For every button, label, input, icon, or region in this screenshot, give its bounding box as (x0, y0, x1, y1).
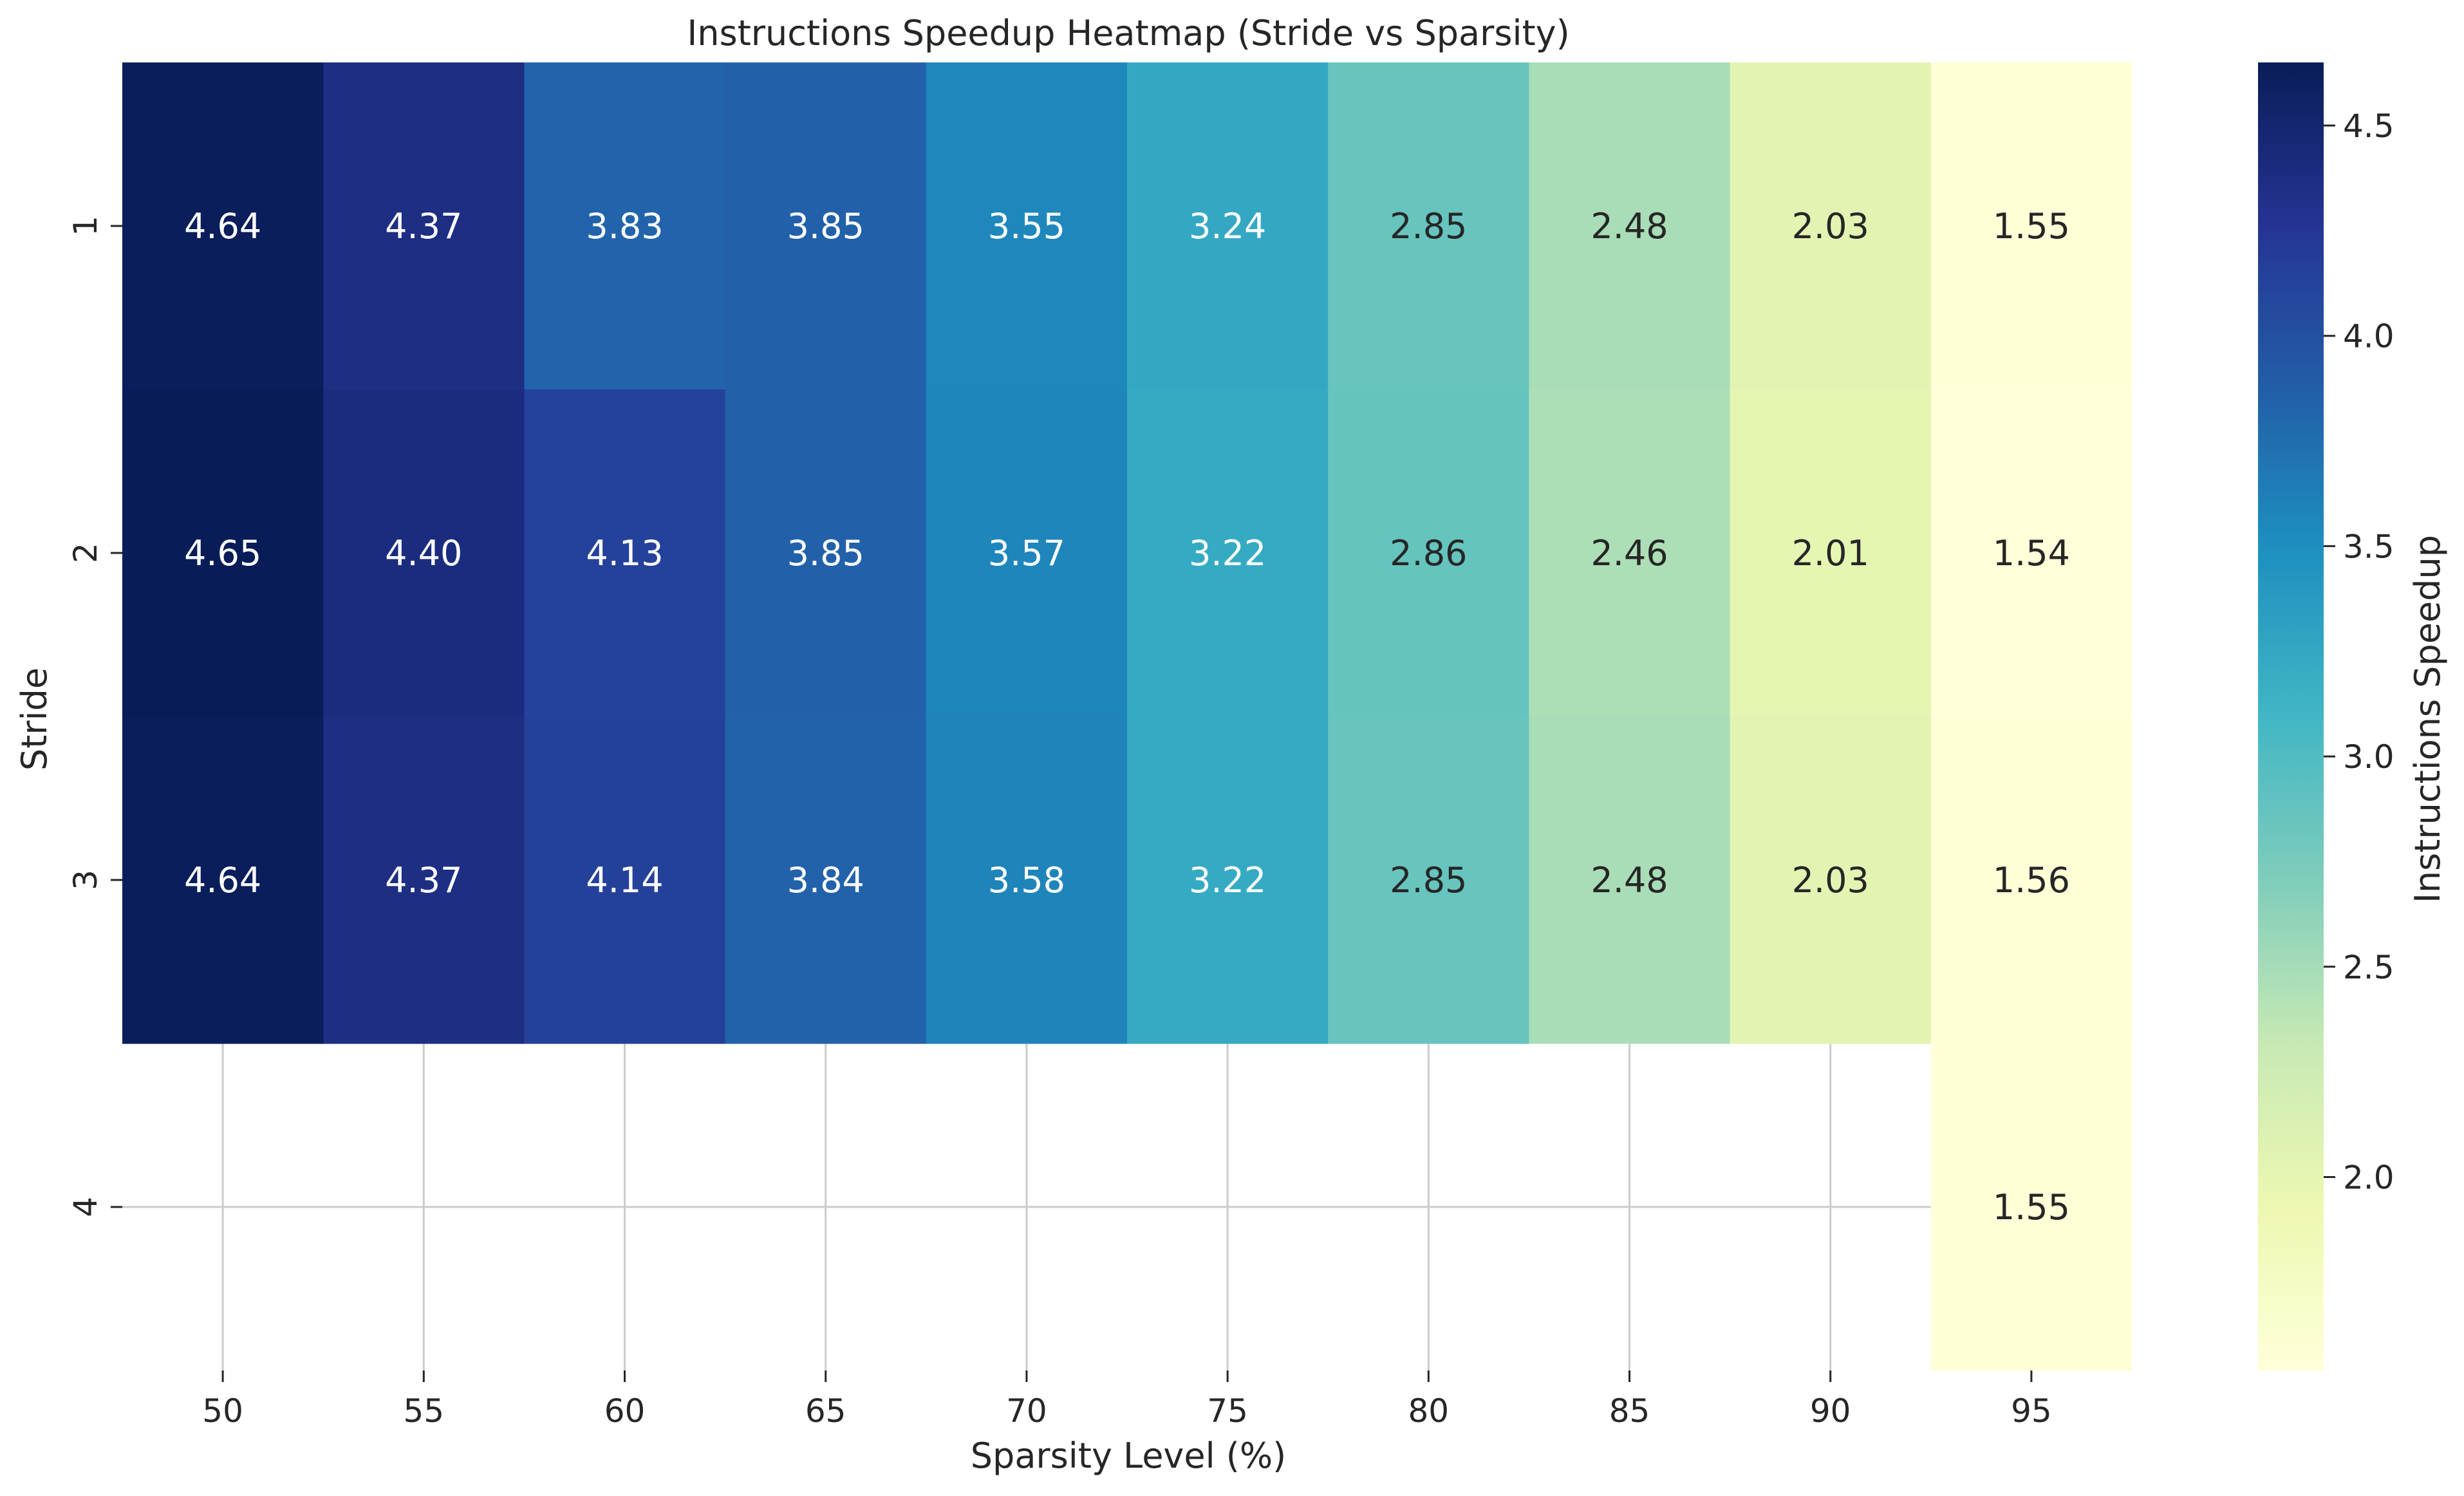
cell-value-label: 3.83 (586, 206, 663, 247)
cell-value-labels: 4.64 4.37 3.83 3.85 3.55 3.24 2.85 2.48 2.03 1.55… (184, 206, 2070, 1228)
heatmap-cell (122, 62, 324, 390)
cell-value-label: 2.46 (1591, 533, 1668, 574)
heatmap-cell (524, 62, 726, 390)
cell-value-label: 3.85 (787, 533, 864, 574)
cell-value-label: 3.24 (1189, 206, 1266, 247)
cell-value-label: 4.37 (385, 206, 462, 247)
colorbar: 2.0 2.5 3.0 3.5 4.0 4.5 (2258, 62, 2394, 1370)
colorbar-label: Instructions Speedup (2407, 535, 2448, 903)
cell-value-label: 3.58 (988, 860, 1065, 901)
cell-value-label: 2.48 (1591, 860, 1668, 901)
heatmap-cell (1529, 62, 1731, 390)
heatmap-cell (1328, 716, 1529, 1044)
colorbar-tick-label: 4.0 (2343, 318, 2394, 355)
cell-value-label: 1.56 (1993, 860, 2070, 901)
colorbar-gradient (2258, 62, 2324, 1370)
heatmap-cell (1930, 62, 2133, 390)
cell-value-label: 2.86 (1390, 533, 1467, 574)
cell-value-label: 4.65 (184, 533, 261, 574)
y-axis-label: Stride (14, 668, 55, 771)
colorbar-tick-label: 3.0 (2343, 738, 2394, 776)
heatmap-cell (1730, 716, 1932, 1044)
cell-value-label: 1.55 (1993, 1187, 2070, 1228)
cell-value-label: 2.03 (1792, 206, 1869, 247)
y-tick-label: 1 (67, 216, 104, 236)
x-tick-label: 65 (805, 1392, 846, 1430)
heatmap-cell (323, 62, 525, 390)
heatmap-cell (1127, 716, 1329, 1044)
heatmap-cells (122, 62, 2133, 1371)
cell-value-label: 2.03 (1792, 860, 1869, 901)
heatmap-cell (725, 716, 927, 1044)
heatmap-cell (1730, 389, 1932, 717)
colorbar-tick-label: 3.5 (2343, 528, 2394, 565)
y-tick-label: 3 (67, 870, 104, 890)
x-tick-label: 55 (403, 1392, 444, 1430)
heatmap-cell (1930, 389, 2133, 717)
y-tick-label: 2 (67, 543, 104, 563)
x-tick-label: 50 (202, 1392, 243, 1430)
heatmap-cell (1328, 62, 1529, 390)
cell-value-label: 4.40 (385, 533, 462, 574)
heatmap-cell (524, 389, 726, 717)
cell-value-label: 3.22 (1189, 860, 1266, 901)
heatmap-cell (1328, 389, 1529, 717)
heatmap-cell (725, 389, 927, 717)
x-tick-label: 85 (1609, 1392, 1650, 1430)
cell-value-label: 1.55 (1993, 206, 2070, 247)
heatmap-cell (524, 716, 726, 1044)
heatmap-cell (1127, 389, 1329, 717)
cell-value-label: 3.85 (787, 206, 864, 247)
heatmap-cell (926, 389, 1128, 717)
chart-title: Instructions Speedup Heatmap (Stride vs … (687, 13, 1569, 53)
x-tick-label: 90 (1810, 1392, 1851, 1430)
heatmap-cell (1930, 1043, 2133, 1371)
cell-value-label: 2.85 (1390, 860, 1467, 901)
cell-value-label: 4.64 (184, 206, 261, 247)
cell-value-label: 3.22 (1189, 533, 1266, 574)
heatmap-cell (1730, 62, 1932, 390)
cell-value-label: 4.14 (586, 860, 663, 901)
x-tick-label: 70 (1006, 1392, 1047, 1430)
heatmap-cell (1127, 62, 1329, 390)
y-tick-label: 4 (67, 1197, 104, 1217)
heatmap-cell (1529, 389, 1731, 717)
colorbar-tick-label: 4.5 (2343, 108, 2394, 145)
heatmap-cell (323, 389, 525, 717)
heatmap-cell (926, 62, 1128, 390)
cell-value-label: 2.01 (1792, 533, 1869, 574)
heatmap-cell (323, 716, 525, 1044)
x-tick-label: 60 (604, 1392, 646, 1430)
x-tick-label: 95 (2011, 1392, 2052, 1430)
colorbar-tick-label: 2.0 (2343, 1159, 2394, 1196)
cell-value-label: 4.13 (586, 533, 663, 574)
cell-value-label: 3.55 (988, 206, 1065, 247)
heatmap-cell (122, 389, 324, 717)
cell-value-label: 2.85 (1390, 206, 1467, 247)
cell-value-label: 1.54 (1993, 533, 2070, 574)
heatmap-cell (926, 716, 1128, 1044)
cell-value-label: 3.57 (988, 533, 1065, 574)
cell-value-label: 4.64 (184, 860, 261, 901)
heatmap-cell (725, 62, 927, 390)
x-axis-label: Sparsity Level (%) (971, 1435, 1286, 1476)
cell-value-label: 2.48 (1591, 206, 1668, 247)
heatmap-cell (1529, 716, 1731, 1044)
heatmap-cell (1930, 716, 2133, 1044)
heatmap-cell (122, 716, 324, 1044)
x-tick-label: 80 (1408, 1392, 1449, 1430)
cell-value-label: 4.37 (385, 860, 462, 901)
x-tick-label: 75 (1207, 1392, 1248, 1430)
axes: 50 55 60 65 70 75 80 85 90 95 1 2 3 4 (67, 216, 2052, 1430)
cell-value-label: 3.84 (787, 860, 864, 901)
colorbar-tick-label: 2.5 (2343, 949, 2394, 986)
